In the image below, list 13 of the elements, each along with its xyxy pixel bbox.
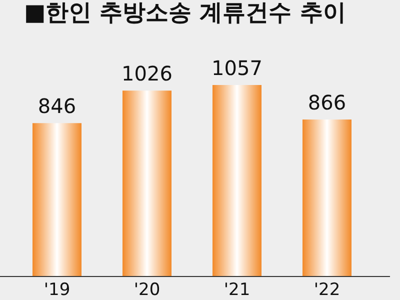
data-label: 866 (308, 90, 346, 115)
chart-title: ■한인 추방소송 계류건수 추이 (24, 0, 346, 26)
data-label: 1057 (212, 56, 262, 80)
bar (122, 90, 172, 276)
bar (32, 123, 82, 276)
bar (212, 85, 262, 276)
bar (302, 120, 352, 276)
data-label: 846 (38, 94, 76, 118)
x-tick-label: '19 (44, 280, 70, 300)
x-tick-label: '22 (314, 280, 340, 300)
x-tick-label: '20 (134, 280, 160, 300)
x-tick-label: '21 (224, 280, 250, 300)
data-label: 1026 (122, 62, 172, 86)
